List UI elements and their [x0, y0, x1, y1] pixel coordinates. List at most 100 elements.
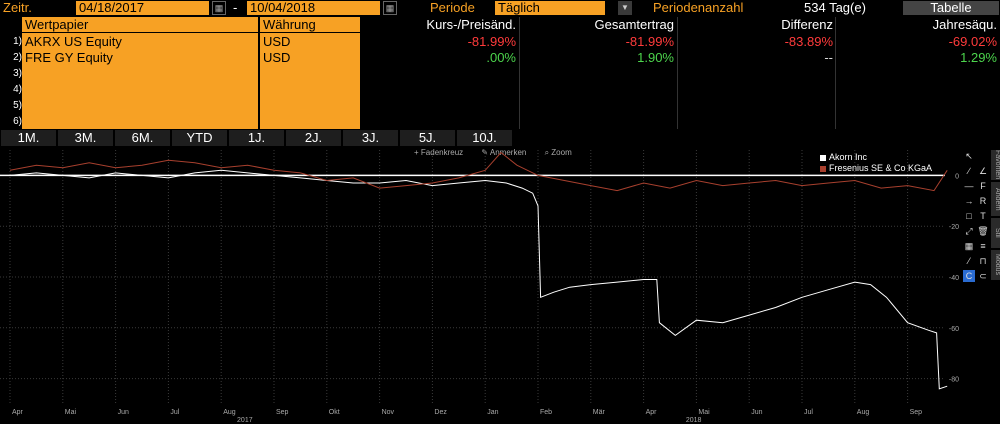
- legend-swatch: [820, 154, 826, 161]
- column-divider: [835, 17, 836, 129]
- period-button[interactable]: 3M.: [58, 130, 113, 146]
- annotate-button[interactable]: ✎ Anmerken: [481, 148, 527, 157]
- tab-andern[interactable]: Ändern: [991, 182, 1000, 216]
- y-tick-label: -20: [949, 224, 959, 231]
- periode-label: Periode: [430, 0, 475, 15]
- x-tick-label: Mai: [698, 409, 710, 416]
- value-cell: --: [824, 50, 833, 65]
- chart-side-toolbar: ↖ ∕ ∠ — F → R □ T ⤢ 🗑 ▦ ≡ ⁄ ⊓ C ⊂ Favori…: [961, 148, 1000, 298]
- column-header-differenz: Differenz: [781, 17, 833, 32]
- security-field[interactable]: [22, 65, 258, 82]
- value-cell: 1.90%: [637, 50, 674, 65]
- zoom-button[interactable]: ⌕ Zoom: [544, 148, 572, 157]
- currency-field[interactable]: [260, 113, 360, 130]
- expand-tool-icon[interactable]: ⤢: [965, 226, 973, 236]
- end-date-field[interactable]: 10/04/2018: [247, 1, 380, 15]
- legend-item-fresenius[interactable]: Fresenius SE & Co KGaA: [820, 163, 932, 174]
- y-tick-label: 0: [955, 173, 959, 180]
- calendar-icon[interactable]: ▦: [383, 1, 397, 15]
- securities-table: Wertpapier Währung Kurs-/Preisänd. Gesam…: [0, 17, 1000, 130]
- x-tick-label: Sep: [910, 409, 923, 416]
- periodenanzahl-value[interactable]: 534 Tag(e): [804, 0, 866, 15]
- period-button[interactable]: 1M.: [1, 130, 56, 146]
- legend-item-akorn[interactable]: Akorn Inc: [820, 152, 932, 163]
- performance-chart: + Fadenkreuz ✎ Anmerken ⌕ Zoom Apr Mai Jun…: [0, 146, 1000, 424]
- x-tick-label: Okt: [329, 409, 340, 416]
- x-tick-label: Jul: [170, 409, 179, 416]
- value-cell: 1.29%: [960, 50, 997, 65]
- x-tick-label: Apr: [12, 409, 24, 416]
- column-header-gesamtertrag: Gesamtertrag: [594, 17, 674, 32]
- security-field[interactable]: AKRX US Equity: [22, 33, 258, 50]
- x-tick-label: Sep: [276, 409, 289, 416]
- tabelle-button[interactable]: Tabelle: [903, 1, 999, 15]
- column-header-waehrung: Währung: [260, 17, 360, 32]
- row-number: 3): [13, 68, 22, 79]
- periodenanzahl-label: Periodenanzahl: [653, 0, 744, 15]
- ruler-icon[interactable]: ⁄: [968, 256, 970, 266]
- start-date-field[interactable]: 04/18/2017: [76, 1, 209, 15]
- period-button[interactable]: 5J.: [400, 130, 455, 146]
- y-tick-label: -40: [949, 275, 959, 282]
- tab-stil[interactable]: Stil: [991, 218, 1000, 248]
- period-button[interactable]: 3J.: [343, 130, 398, 146]
- year-label: 2018: [686, 417, 702, 424]
- security-field[interactable]: [22, 81, 258, 98]
- text-tool-icon[interactable]: T: [980, 211, 986, 221]
- security-field[interactable]: [22, 113, 258, 130]
- cursor-icon[interactable]: ↖: [965, 151, 973, 161]
- currency-field[interactable]: USD: [260, 49, 360, 66]
- currency-field[interactable]: USD: [260, 33, 360, 50]
- x-tick-label: Jun: [118, 409, 129, 416]
- currency-field[interactable]: [260, 81, 360, 98]
- color-tool-icon[interactable]: ▦: [964, 241, 974, 251]
- currency-field[interactable]: [260, 97, 360, 114]
- row-number: 4): [13, 84, 22, 95]
- column-header-kurs: Kurs-/Preisänd.: [426, 17, 516, 32]
- angle-tool-icon[interactable]: ∠: [978, 166, 988, 176]
- x-tick-label: Jun: [751, 409, 762, 416]
- x-tick-label: Jan: [487, 409, 498, 416]
- date-separator: -: [233, 0, 238, 15]
- chart-canvas[interactable]: Apr Mai Jun Jul Aug Sep Okt Nov Dez Jan Feb Mär Apr M…: [0, 146, 1000, 424]
- calendar-icon[interactable]: ▦: [212, 1, 226, 15]
- x-tick-label: Jul: [804, 409, 813, 416]
- period-button[interactable]: 1J.: [229, 130, 284, 146]
- row-number: 6): [13, 116, 22, 127]
- fib-tool-icon[interactable]: F: [980, 181, 986, 191]
- tab-favoriten[interactable]: Favoriten: [991, 150, 1000, 180]
- y-tick-label: -80: [949, 377, 959, 384]
- x-tick-label: Mär: [593, 409, 606, 416]
- hline-tool-icon[interactable]: —: [964, 181, 974, 191]
- row-number: 2): [13, 52, 22, 63]
- chart-toolbar: + Fadenkreuz ✎ Anmerken ⌕ Zoom: [414, 148, 588, 158]
- series-line-akorn: [9, 169, 948, 390]
- security-field[interactable]: [22, 97, 258, 114]
- trash-icon[interactable]: 🗑: [977, 226, 989, 236]
- period-button[interactable]: 6M.: [115, 130, 170, 146]
- value-cell: -69.02%: [948, 34, 997, 49]
- lock-icon[interactable]: ⊓: [979, 256, 987, 266]
- value-cell: -83.89%: [784, 34, 833, 49]
- period-button[interactable]: YTD: [172, 130, 227, 146]
- magnet-icon[interactable]: ⊂: [979, 271, 987, 281]
- zeitr-label: Zeitr.: [3, 0, 32, 15]
- arrow-tool-icon[interactable]: →: [964, 196, 974, 206]
- value-cell: -81.99%: [625, 34, 674, 49]
- rectangle-tool-icon[interactable]: □: [966, 211, 972, 221]
- chevron-down-icon[interactable]: ▼: [618, 1, 632, 15]
- x-tick-label: Aug: [223, 409, 236, 416]
- refresh-icon[interactable]: C: [963, 270, 975, 282]
- currency-field[interactable]: [260, 65, 360, 82]
- security-field[interactable]: FRE GY Equity: [22, 49, 258, 66]
- value-cell: -81.99%: [467, 34, 516, 49]
- width-tool-icon[interactable]: ≡: [980, 241, 986, 251]
- column-header-jahresaequ: Jahresäqu.: [932, 17, 997, 32]
- retracement-tool-icon[interactable]: R: [979, 196, 987, 206]
- tab-modus[interactable]: Modus: [991, 250, 1000, 280]
- period-button[interactable]: 10J.: [457, 130, 512, 146]
- periode-select[interactable]: Täglich: [495, 1, 605, 15]
- period-button[interactable]: 2J.: [286, 130, 341, 146]
- line-tool-icon[interactable]: ∕: [968, 166, 970, 176]
- crosshair-button[interactable]: + Fadenkreuz: [414, 148, 464, 157]
